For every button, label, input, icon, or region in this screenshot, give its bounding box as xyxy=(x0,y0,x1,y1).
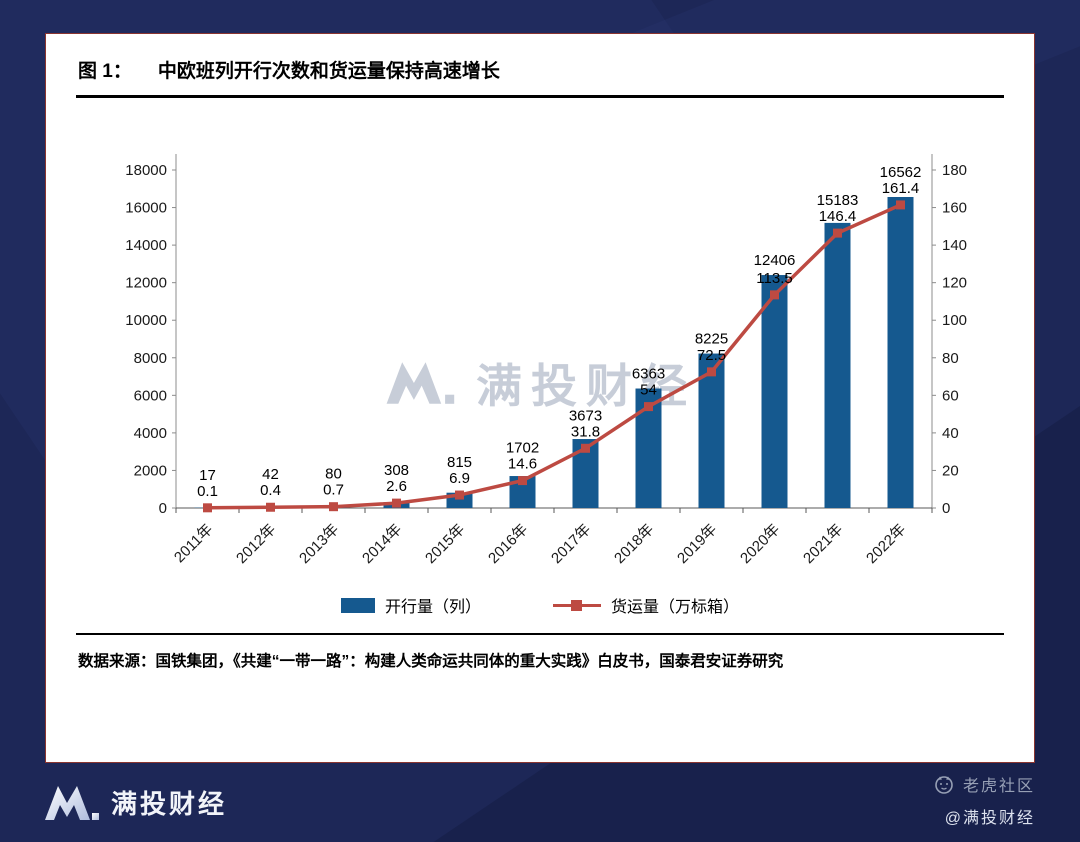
chart-area: 满投财经 0 2000 4000 6000 8000 10000 12000 14000 160… xyxy=(76,100,1004,605)
x-axis-label: 2017年 xyxy=(548,521,594,567)
line-value-label: 2.6 xyxy=(386,478,407,495)
line-value-label: 113.5 xyxy=(756,270,792,287)
combo-chart: 0 2000 4000 6000 8000 10000 12000 14000 16000 180… xyxy=(125,154,967,567)
line-marker xyxy=(707,367,716,377)
left-axis-tick-label: 14000 xyxy=(125,237,167,254)
left-axis-tick-label: 0 xyxy=(159,500,167,517)
line-series-swatch xyxy=(553,598,601,613)
bar-value-label: 42 xyxy=(262,466,279,483)
bar-value-label: 8225 xyxy=(695,331,728,348)
figure-card: 图 1： 中欧班列开行次数和货运量保持高速增长 满投财经 0 2000 4000 60… xyxy=(45,33,1035,763)
x-axis-label: 2014年 xyxy=(359,521,405,567)
bar-value-label: 12406 xyxy=(754,252,796,269)
line-marker xyxy=(770,290,779,300)
title-divider xyxy=(76,95,1004,98)
line-marker xyxy=(392,498,401,508)
bar-value-label: 6363 xyxy=(632,366,665,383)
chart-legend: 开行量（列） 货运量（万标箱） xyxy=(76,587,1004,623)
right-axis-tick-label: 120 xyxy=(942,275,967,292)
left-axis-tick-label: 6000 xyxy=(134,387,167,404)
legend-item-cargo: 货运量（万标箱） xyxy=(553,593,739,617)
account-handle: @满投财经 xyxy=(944,809,1035,827)
line-value-label: 6.9 xyxy=(449,470,470,487)
bar-value-label: 80 xyxy=(325,466,342,483)
bar-value-label: 3673 xyxy=(569,407,602,424)
x-axis-label: 2019年 xyxy=(674,521,720,567)
right-axis-tick-label: 140 xyxy=(942,237,967,254)
brand-name: 满投财经 xyxy=(111,789,228,819)
bar-value-label: 15183 xyxy=(817,192,859,209)
x-axis-label: 2021年 xyxy=(800,521,846,567)
left-axis-tick-label: 16000 xyxy=(125,200,167,217)
line-value-label: 161.4 xyxy=(882,180,920,197)
community-label: 老虎社区 xyxy=(962,777,1035,795)
bar xyxy=(761,275,788,508)
footer-bar: 满投财经 老虎社区 @满投财经 xyxy=(0,763,1080,842)
line-swatch-marker xyxy=(571,599,582,611)
left-axis-tick-label: 4000 xyxy=(134,425,167,442)
left-axis-tick-label: 12000 xyxy=(125,275,167,292)
cargo-line xyxy=(207,203,902,510)
x-axis-label: 2012年 xyxy=(233,521,279,567)
brand-m-icon xyxy=(45,785,99,820)
bar-value-label: 308 xyxy=(384,462,409,479)
line-marker xyxy=(203,503,212,513)
line-marker xyxy=(455,490,464,500)
line-value-label: 0.1 xyxy=(197,483,218,500)
line-marker xyxy=(833,228,842,238)
line-value-label: 31.8 xyxy=(571,423,600,440)
right-axis-tick-label: 100 xyxy=(942,312,967,329)
line-marker xyxy=(644,402,653,412)
line-series-label: 货运量（万标箱） xyxy=(611,599,740,616)
source-note: 数据来源：国铁集团，《共建“一带一路”：构建人类命运共同体的重大实践》白皮书，国… xyxy=(76,633,1004,676)
left-axis-tick-label: 8000 xyxy=(134,350,167,367)
left-axis-tick-label: 10000 xyxy=(125,312,167,329)
x-axis-label: 2018年 xyxy=(611,521,657,567)
tiger-icon xyxy=(935,775,953,794)
figure-title-text: 中欧班列开行次数和货运量保持高速增长 xyxy=(157,61,500,82)
bar-value-label: 1702 xyxy=(506,440,539,457)
line-value-label: 0.7 xyxy=(323,482,344,499)
line-value-label: 72.5 xyxy=(697,347,726,364)
right-axis-tick-label: 0 xyxy=(942,500,950,517)
bar-value-label: 16562 xyxy=(880,164,922,181)
line-value-label: 14.6 xyxy=(508,456,537,473)
x-axis-label: 2016年 xyxy=(485,521,531,567)
x-axis-label: 2013年 xyxy=(296,521,342,567)
x-axis-label: 2022年 xyxy=(863,521,909,567)
line-value-label: 0.4 xyxy=(260,482,281,499)
footer-right: 老虎社区 @满投财经 xyxy=(933,772,1035,828)
figure-number: 图 1： xyxy=(78,61,132,82)
tiger-community-badge: 老虎社区 xyxy=(933,772,1035,796)
line-marker xyxy=(581,443,590,453)
right-axis-tick-label: 180 xyxy=(942,162,967,179)
right-axis-tick-label: 160 xyxy=(942,200,967,217)
left-axis-tick-label: 2000 xyxy=(134,462,167,479)
left-axis-tick-label: 18000 xyxy=(125,162,167,179)
line-value-label: 146.4 xyxy=(819,208,857,225)
bar xyxy=(824,222,851,508)
x-axis-label: 2020年 xyxy=(737,521,783,567)
right-axis-tick-label: 80 xyxy=(942,350,959,367)
bar-value-label: 815 xyxy=(447,454,472,471)
right-axis-tick-label: 20 xyxy=(942,462,959,479)
bar-value-label: 17 xyxy=(199,467,216,484)
bar-series-label: 开行量（列） xyxy=(384,599,481,616)
line-value-label: 54 xyxy=(640,382,657,399)
line-marker xyxy=(518,476,527,486)
line-marker xyxy=(329,502,338,512)
line-marker xyxy=(896,200,905,210)
source-text: 数据来源：国铁集团，《共建“一带一路”：构建人类命运共同体的重大实践》白皮书，国… xyxy=(78,653,784,670)
right-axis-tick-label: 40 xyxy=(942,425,959,442)
line-marker xyxy=(266,502,275,512)
bar xyxy=(887,197,914,508)
x-axis-label: 2011年 xyxy=(171,521,216,566)
bar-series-swatch xyxy=(340,597,375,613)
brand-logo: 满投财经 xyxy=(45,782,227,824)
right-axis-tick-label: 60 xyxy=(942,387,959,404)
legend-item-departures: 开行量（列） xyxy=(340,593,481,617)
figure-title: 图 1： 中欧班列开行次数和货运量保持高速增长 xyxy=(76,34,1004,95)
x-axis-label: 2015年 xyxy=(422,521,468,567)
